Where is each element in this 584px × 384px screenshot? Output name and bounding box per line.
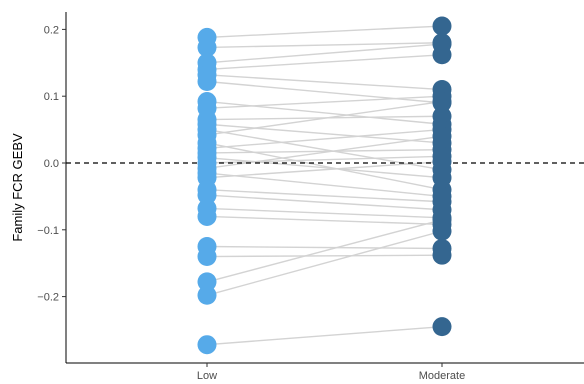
connector-line-26 <box>206 219 443 283</box>
connector-line-13 <box>206 128 443 150</box>
connector-line-2 <box>206 43 443 64</box>
connector-line-6 <box>206 100 443 125</box>
connector-line-9 <box>206 123 443 144</box>
moderate-point-15 <box>432 168 452 188</box>
low-point-28 <box>197 335 217 355</box>
moderate-point-28 <box>432 317 452 337</box>
connector-line-0 <box>206 25 443 39</box>
moderate-point-27 <box>432 221 452 241</box>
y-axis-title: Family FCR GEBV <box>10 133 25 242</box>
moderate-point-17 <box>432 126 452 146</box>
connector-line-4 <box>206 74 443 91</box>
moderate-points <box>432 16 452 337</box>
y-tick-label-1: 0.1 <box>44 91 59 103</box>
low-point-1 <box>197 37 217 57</box>
connector-line-28 <box>206 325 443 346</box>
connector-line-11 <box>206 100 443 136</box>
connector-line-14 <box>206 148 443 154</box>
moderate-point-25 <box>432 245 452 265</box>
y-tick-label-3: −0.1 <box>37 225 59 237</box>
connector-line-1 <box>206 42 443 49</box>
x-axis-ticks: Low Moderate <box>197 363 465 382</box>
low-points <box>197 27 217 355</box>
connector-line-24 <box>206 245 443 250</box>
moderate-point-0 <box>432 16 452 36</box>
moderate-point-3 <box>432 45 452 65</box>
low-point-25 <box>197 247 217 267</box>
connector-line-19 <box>206 160 443 179</box>
low-point-27 <box>197 285 217 305</box>
connector-line-7 <box>206 95 443 109</box>
connector-line-21 <box>206 194 443 211</box>
connector-line-15 <box>206 156 443 179</box>
connector-line-27 <box>206 230 443 296</box>
low-point-21 <box>197 185 217 205</box>
low-point-26 <box>197 272 217 292</box>
moderate-point-8 <box>432 106 452 126</box>
low-point-5 <box>197 72 217 92</box>
connector-line-12 <box>206 142 443 191</box>
moderate-point-11 <box>432 92 452 112</box>
y-axis-ticks: 0.2 0.1 0.0 −0.1 −0.2 <box>37 24 66 304</box>
moderate-point-19 <box>432 152 452 172</box>
y-tick-label-4: −0.2 <box>37 292 59 304</box>
connector-line-5 <box>206 80 443 104</box>
connector-line-23 <box>206 215 443 226</box>
connector-line-20 <box>206 189 443 203</box>
low-point-23 <box>197 206 217 226</box>
connector-line-22 <box>206 207 443 219</box>
connector-line-16 <box>206 155 443 164</box>
y-tick-label-2: 0.0 <box>44 158 59 170</box>
y-tick-label-0: 0.2 <box>44 24 59 36</box>
connector-line-3 <box>206 54 443 71</box>
connector-line-18 <box>206 172 443 198</box>
x-tick-label-0: Low <box>197 370 217 382</box>
connector-line-25 <box>206 254 443 258</box>
connector-lines <box>206 25 443 346</box>
x-tick-label-1: Moderate <box>419 370 465 382</box>
